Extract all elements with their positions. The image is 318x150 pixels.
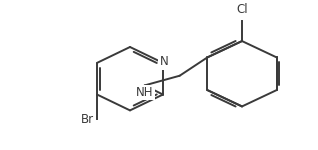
Text: Br: Br <box>81 113 94 126</box>
Text: Cl: Cl <box>236 3 248 16</box>
Text: NH: NH <box>136 86 154 99</box>
Text: N: N <box>160 55 168 68</box>
